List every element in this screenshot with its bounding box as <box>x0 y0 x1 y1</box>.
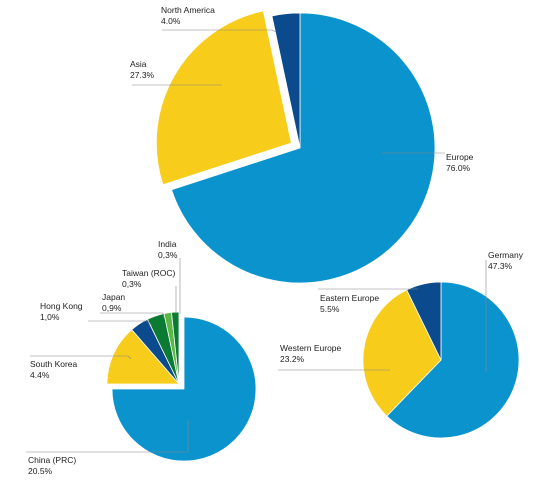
slice-china-prc <box>111 316 257 462</box>
pie-slices <box>106 10 520 462</box>
label-south-korea: South Korea 4.4% <box>30 359 78 380</box>
slice-asia <box>156 10 292 186</box>
slice-india <box>171 311 180 385</box>
leader-china-prc <box>26 420 189 453</box>
label-north-america: North America 4.0% <box>161 5 215 26</box>
label-japan: Japan 0,9% <box>102 292 125 313</box>
label-hong-kong: Hong Kong 1,0% <box>40 301 83 322</box>
label-india-name: India <box>158 239 177 249</box>
slice-south-korea <box>106 329 180 385</box>
label-south-korea-value: 4.4% <box>30 370 50 380</box>
label-india-value: 0,3% <box>158 250 178 260</box>
label-europe: Europe 76.0% <box>446 152 474 173</box>
label-taiwan-roc-value: 0,3% <box>122 279 142 289</box>
slice-europe <box>171 12 436 284</box>
label-hong-kong-value: 1,0% <box>40 312 60 322</box>
leader-japan <box>100 312 165 319</box>
label-japan-value: 0,9% <box>102 303 122 313</box>
label-western-europe: Western Europe 23.2% <box>280 343 342 364</box>
label-north-america-value: 4.0% <box>161 16 181 26</box>
slice-western-europe <box>362 289 442 417</box>
label-germany: Germany 47.3% <box>488 250 524 271</box>
leader-lines <box>26 29 487 453</box>
label-eastern-europe: Eastern Europe 5.5% <box>320 293 379 314</box>
label-japan-name: Japan <box>102 292 125 302</box>
label-taiwan-roc: Taiwan (ROC) 0,3% <box>122 268 176 289</box>
label-south-korea-name: South Korea <box>30 359 78 369</box>
label-asia-value: 27.3% <box>130 70 155 80</box>
label-north-america-name: North America <box>161 5 215 15</box>
label-asia-name: Asia <box>130 59 147 69</box>
leader-hong-kong <box>88 320 153 327</box>
label-china-prc-value: 20.5% <box>28 466 53 476</box>
label-taiwan-roc-name: Taiwan (ROC) <box>122 268 176 278</box>
label-asia: Asia 27.3% <box>130 59 155 80</box>
label-western-europe-name: Western Europe <box>280 343 342 353</box>
label-eastern-europe-name: Eastern Europe <box>320 293 379 303</box>
slice-north-america <box>271 12 301 149</box>
slice-eastern-europe <box>406 281 442 361</box>
label-india: India 0,3% <box>158 239 178 260</box>
leader-south-korea <box>30 355 132 360</box>
label-germany-value: 47.3% <box>488 261 513 271</box>
label-hong-kong-name: Hong Kong <box>40 301 83 311</box>
label-china-prc-name: China (PRC) <box>28 455 76 465</box>
slice-labels: Europe 76.0% Asia 27.3% North America 4.0% Chi… <box>28 5 524 476</box>
label-germany-name: Germany <box>488 250 524 260</box>
label-europe-value: 76.0% <box>446 163 471 173</box>
label-eastern-europe-value: 5.5% <box>320 304 340 314</box>
leader-north-america <box>162 29 277 33</box>
label-europe-name: Europe <box>446 152 474 162</box>
label-western-europe-value: 23.2% <box>280 354 305 364</box>
label-china-prc: China (PRC) 20.5% <box>28 455 76 476</box>
